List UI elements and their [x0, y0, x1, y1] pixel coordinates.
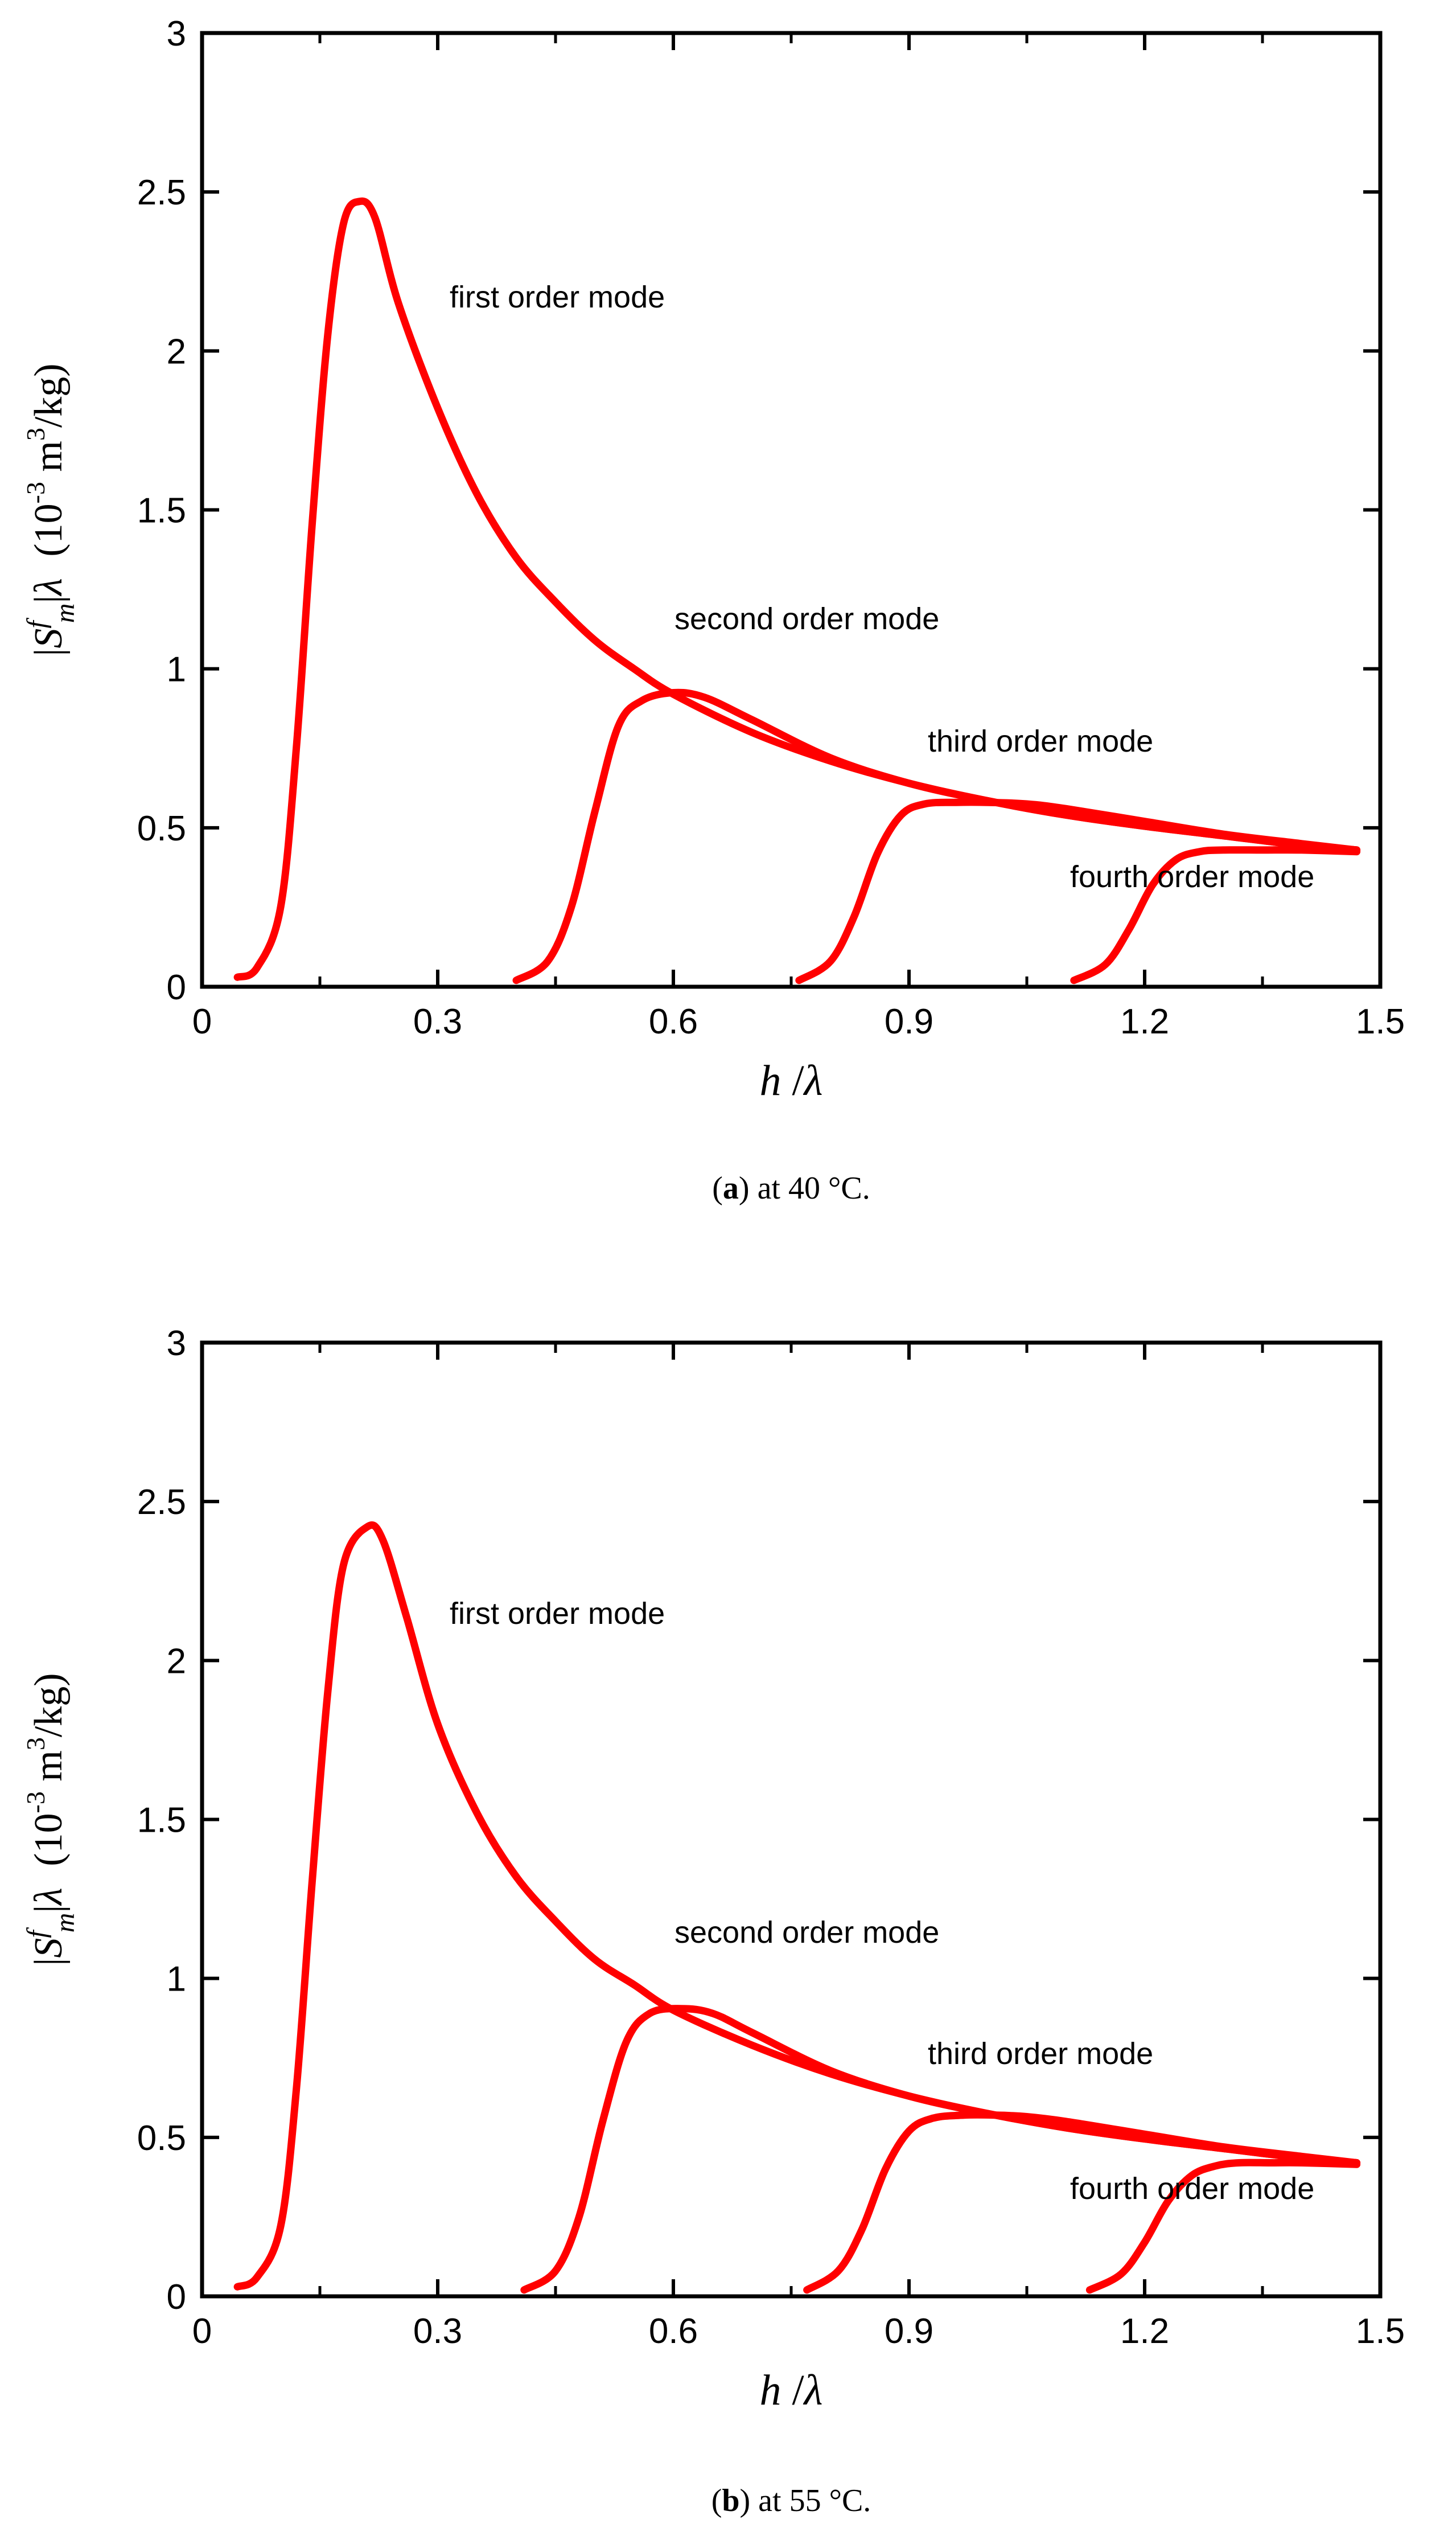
chart-panel-b: 0 0.3 0.6 0.9 1.2 1.5 0 0.5 1 1.5 2 2.5 3 first order… [21, 1324, 1405, 2518]
third-order-mode-curve [803, 2111, 1361, 2294]
y-tick-label: 2.5 [137, 173, 186, 212]
y-axis-label: |Sf m|λ (10-3 m3/kg) [21, 363, 80, 656]
annotation-first-order-mode: first order mode [450, 1597, 665, 1631]
y-axis-label: |Sf m|λ (10-3 m3/kg) [21, 1673, 80, 1966]
y-tick-label: 0 [167, 2278, 186, 2317]
x-tick-label: 0.3 [413, 1002, 462, 1041]
x-tick-label: 1.5 [1356, 1002, 1405, 1041]
annotation-fourth-order-mode: fourth order mode [1070, 2172, 1314, 2206]
y-tick-label: 0.5 [137, 2119, 186, 2158]
x-tick-label: 0 [192, 1002, 212, 1041]
annotation-second-order-mode: second order mode [674, 602, 939, 636]
y-tick-label: 0.5 [137, 809, 186, 848]
fourth-order-mode-curve [1085, 2159, 1361, 2294]
panel-caption-a: (a) at 40 °C. [712, 1171, 870, 1206]
y-tick-label: 1 [167, 650, 186, 690]
third-order-mode-curve [795, 798, 1361, 984]
annotation-fourth-order-mode: fourth order mode [1070, 860, 1314, 894]
x-axis-label: h /λ [759, 2366, 822, 2414]
y-tick-label: 1.5 [137, 1801, 186, 1840]
x-tick-label: 1.5 [1356, 2312, 1405, 2351]
x-tick-label: 1.2 [1120, 1002, 1169, 1041]
y-tick-label: 2 [167, 332, 186, 371]
y-tick-label: 3 [167, 1324, 186, 1363]
plot-frame [200, 1340, 1383, 2299]
y-tick-label: 1 [167, 1960, 186, 1999]
x-tick-label: 0.9 [885, 2312, 933, 2351]
y-tick-label: 2.5 [137, 1483, 186, 1522]
x-tick-label: 1.2 [1120, 2312, 1169, 2351]
fourth-order-mode-curve [1070, 846, 1361, 984]
x-tick-label: 0 [192, 2312, 212, 2351]
plot-frame [200, 31, 1383, 989]
x-axis-label: h /λ [759, 1057, 822, 1105]
y-tick-label: 1.5 [137, 491, 186, 531]
x-tick-label: 0.9 [885, 1002, 933, 1041]
y-tick-label: 0 [167, 968, 186, 1007]
annotation-third-order-mode: third order mode [928, 2037, 1153, 2071]
y-tick-label: 3 [167, 14, 186, 54]
x-tick-label: 0.6 [649, 2312, 698, 2351]
x-tick-label: 0.6 [649, 1002, 698, 1041]
annotation-second-order-mode: second order mode [674, 1915, 939, 1950]
y-tick-label: 2 [167, 1642, 186, 1681]
chart-panel-a: 0 0.3 0.6 0.9 1.2 1.5 0 0.5 1 1.5 2 2.5 3 first order… [21, 14, 1405, 1206]
annotation-first-order-mode: first order mode [450, 280, 665, 314]
panel-caption-b: (b) at 55 °C. [711, 2483, 871, 2518]
annotation-third-order-mode: third order mode [928, 724, 1153, 758]
x-tick-label: 0.3 [413, 2312, 462, 2351]
